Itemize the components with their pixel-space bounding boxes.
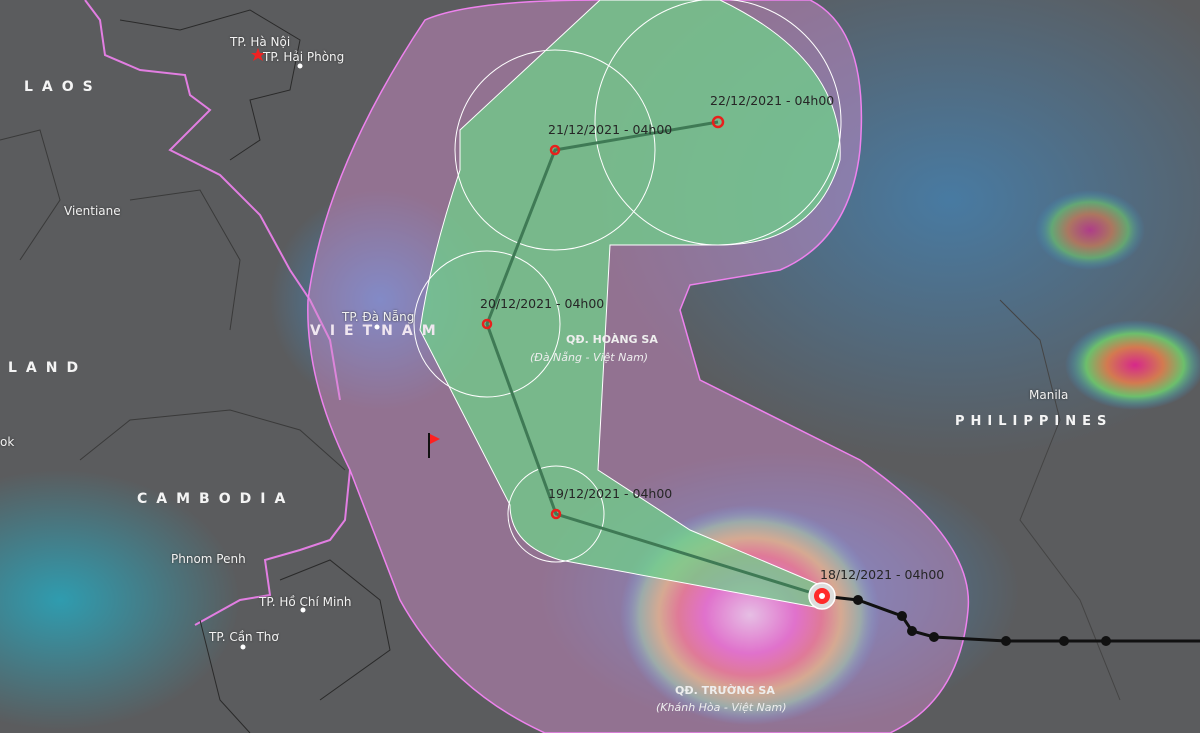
storm-icon[interactable] (808, 582, 836, 610)
label-laos: LAOS (24, 79, 102, 95)
label-truongsa-sub: (Khánh Hòa - Việt Nam) (656, 701, 787, 714)
label-haiphong: TP. Hải Phòng (263, 50, 345, 64)
label-vientiane: Vientiane (64, 204, 121, 218)
label-hoangsa: QĐ. HOÀNG SA (566, 333, 658, 346)
label-truongsa: QĐ. TRƯỜNG SA (675, 684, 775, 697)
track-label-21: 21/12/2021 - 04h00 (548, 122, 673, 137)
uncertainty-circles (413, 0, 842, 563)
label-hoangsa-sub: (Đà Nẵng - Việt Nam) (530, 351, 649, 364)
label-cambodia: CAMBODIA (137, 491, 295, 507)
past-storm-markers (853, 595, 1111, 646)
track-label-22: 22/12/2021 - 04h00 (710, 93, 835, 108)
label-bangkok: ok (0, 435, 15, 449)
label-hcm: TP. Hồ Chí Minh (259, 595, 352, 609)
country-borders (0, 0, 1121, 733)
capital-star-icon (251, 48, 265, 61)
track-label-19: 19/12/2021 - 04h00 (548, 486, 673, 501)
label-thailand: LAND (8, 360, 88, 376)
forecast-point-markers[interactable] (481, 115, 725, 520)
label-manila: Manila (1029, 388, 1069, 402)
city-dots (240, 63, 380, 650)
flag-icon (428, 433, 440, 458)
label-vietnam: VIETNAM (310, 323, 445, 339)
track-label-18: 18/12/2021 - 04h00 (820, 567, 945, 582)
label-cantho: TP. Cần Thơ (209, 630, 279, 644)
track-label-20: 20/12/2021 - 04h00 (480, 296, 605, 311)
forecast-track-line (485, 120, 823, 598)
label-hanoi: TP. Hà Nội (230, 35, 291, 49)
label-phnom-penh: Phnom Penh (171, 552, 246, 566)
label-danang: TP. Đà Nẵng (342, 310, 415, 324)
label-philippines: PHILIPPINES (955, 414, 1113, 429)
